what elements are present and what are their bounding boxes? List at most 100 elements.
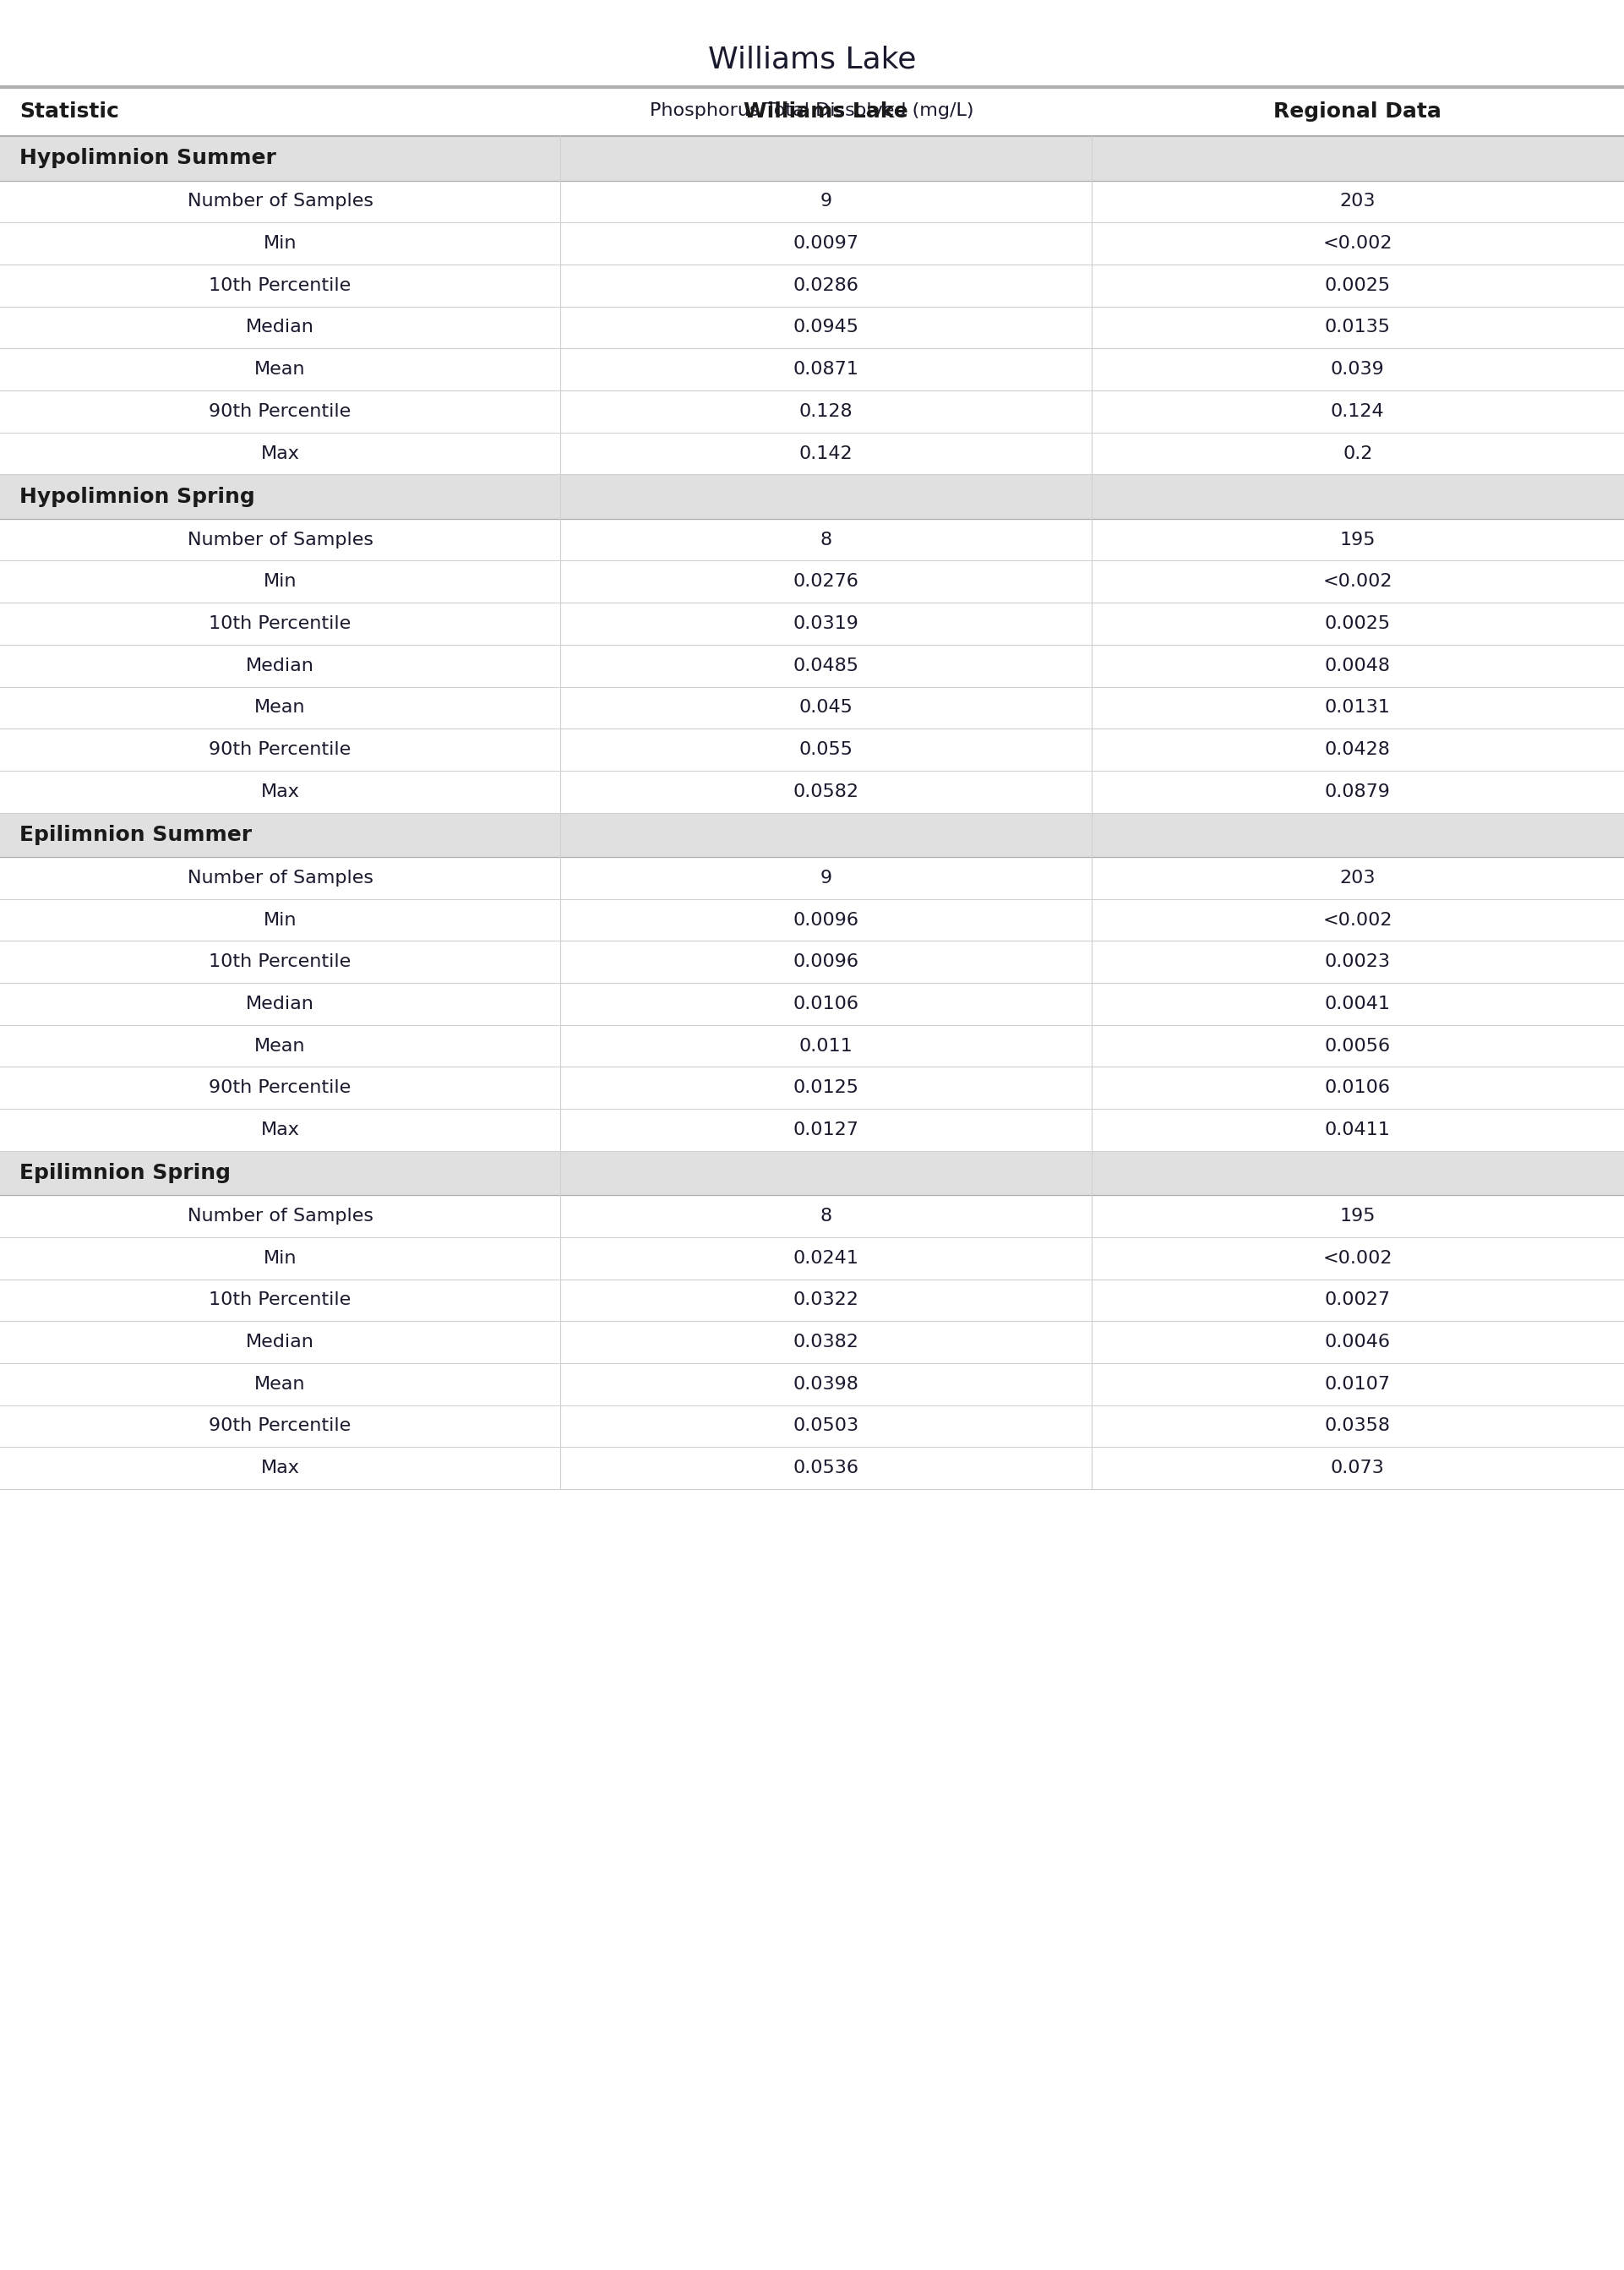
Text: 0.045: 0.045 <box>799 699 853 715</box>
Text: 0.0398: 0.0398 <box>793 1376 859 1392</box>
Text: Epilimnion Summer: Epilimnion Summer <box>19 824 252 844</box>
Text: <0.002: <0.002 <box>1324 913 1392 928</box>
Text: 0.0382: 0.0382 <box>793 1335 859 1351</box>
Text: Min: Min <box>263 1251 297 1267</box>
Bar <box>0 1321 1624 1362</box>
Text: 90th Percentile: 90th Percentile <box>209 1081 351 1096</box>
Text: 0.0485: 0.0485 <box>793 658 859 674</box>
Text: 0.2: 0.2 <box>1343 445 1372 461</box>
Text: 0.011: 0.011 <box>799 1037 853 1053</box>
Text: Max: Max <box>261 445 299 461</box>
Text: 0.0879: 0.0879 <box>1325 783 1390 799</box>
Text: 0.0056: 0.0056 <box>1325 1037 1390 1053</box>
Text: Min: Min <box>263 574 297 590</box>
Text: 0.0276: 0.0276 <box>793 574 859 590</box>
Text: 0.0025: 0.0025 <box>1325 615 1390 631</box>
Text: 10th Percentile: 10th Percentile <box>209 953 351 969</box>
Text: 0.0322: 0.0322 <box>793 1292 859 1308</box>
Text: Williams Lake: Williams Lake <box>744 102 908 123</box>
Text: Max: Max <box>261 1460 299 1476</box>
Text: 8: 8 <box>820 1208 831 1224</box>
Text: Number of Samples: Number of Samples <box>187 193 374 209</box>
Bar <box>0 940 1624 983</box>
Text: 0.0107: 0.0107 <box>1325 1376 1390 1392</box>
Bar <box>0 1278 1624 1321</box>
Bar <box>0 347 1624 390</box>
Bar <box>0 1067 1624 1108</box>
Bar <box>0 813 1624 856</box>
Text: Epilimnion Spring: Epilimnion Spring <box>19 1162 231 1183</box>
Text: 0.0046: 0.0046 <box>1325 1335 1390 1351</box>
Text: 0.0503: 0.0503 <box>793 1419 859 1435</box>
Text: Williams Lake: Williams Lake <box>708 45 916 75</box>
Text: 0.0096: 0.0096 <box>793 913 859 928</box>
Text: Number of Samples: Number of Samples <box>187 531 374 547</box>
Bar <box>0 431 1624 474</box>
Text: 0.0411: 0.0411 <box>1325 1121 1390 1137</box>
Text: 0.128: 0.128 <box>799 404 853 420</box>
Text: 0.039: 0.039 <box>1330 361 1385 377</box>
Bar <box>0 1108 1624 1151</box>
Text: Mean: Mean <box>255 361 305 377</box>
Text: <0.002: <0.002 <box>1324 236 1392 252</box>
Text: 8: 8 <box>820 531 831 547</box>
Text: 10th Percentile: 10th Percentile <box>209 615 351 631</box>
Text: Hypolimnion Spring: Hypolimnion Spring <box>19 486 255 506</box>
Bar <box>0 770 1624 813</box>
Text: 0.0048: 0.0048 <box>1325 658 1390 674</box>
Text: Mean: Mean <box>255 1376 305 1392</box>
Text: 0.0127: 0.0127 <box>793 1121 859 1137</box>
Bar <box>0 390 1624 431</box>
Text: 0.0027: 0.0027 <box>1325 1292 1390 1308</box>
Text: 0.142: 0.142 <box>799 445 853 461</box>
Text: 195: 195 <box>1340 1208 1376 1224</box>
Bar <box>0 263 1624 306</box>
Bar <box>0 222 1624 263</box>
Text: 0.0582: 0.0582 <box>793 783 859 799</box>
Text: Regional Data: Regional Data <box>1273 102 1442 123</box>
Text: 0.124: 0.124 <box>1330 404 1385 420</box>
Text: 90th Percentile: 90th Percentile <box>209 742 351 758</box>
Text: Mean: Mean <box>255 1037 305 1053</box>
Text: 0.0536: 0.0536 <box>793 1460 859 1476</box>
Text: 0.0106: 0.0106 <box>1325 1081 1390 1096</box>
Text: Min: Min <box>263 913 297 928</box>
Text: <0.002: <0.002 <box>1324 1251 1392 1267</box>
Bar <box>0 899 1624 940</box>
Text: 10th Percentile: 10th Percentile <box>209 277 351 293</box>
Text: 10th Percentile: 10th Percentile <box>209 1292 351 1308</box>
Text: 0.0241: 0.0241 <box>793 1251 859 1267</box>
Text: 0.0097: 0.0097 <box>793 236 859 252</box>
Text: 90th Percentile: 90th Percentile <box>209 1419 351 1435</box>
Text: <0.002: <0.002 <box>1324 574 1392 590</box>
Bar <box>0 856 1624 899</box>
Text: 0.0871: 0.0871 <box>793 361 859 377</box>
Text: Number of Samples: Number of Samples <box>187 1208 374 1224</box>
Text: Median: Median <box>245 1335 315 1351</box>
Text: 0.0319: 0.0319 <box>793 615 859 631</box>
Text: Max: Max <box>261 1121 299 1137</box>
Text: 0.0023: 0.0023 <box>1325 953 1390 969</box>
Bar <box>0 1151 1624 1194</box>
Bar <box>0 136 1624 179</box>
Text: 203: 203 <box>1340 193 1376 209</box>
Text: 0.0135: 0.0135 <box>1325 320 1390 336</box>
Text: 0.0106: 0.0106 <box>793 997 859 1012</box>
Bar <box>0 474 1624 518</box>
Bar <box>0 1237 1624 1278</box>
Text: Phosphorus Total Dissolved (mg/L): Phosphorus Total Dissolved (mg/L) <box>650 102 974 118</box>
Text: 0.073: 0.073 <box>1330 1460 1385 1476</box>
Bar <box>0 602 1624 645</box>
Bar <box>0 1446 1624 1489</box>
Bar <box>0 1194 1624 1237</box>
Bar <box>0 179 1624 222</box>
Text: 0.055: 0.055 <box>799 742 853 758</box>
Bar <box>0 1024 1624 1067</box>
Text: Median: Median <box>245 997 315 1012</box>
Text: Min: Min <box>263 236 297 252</box>
Text: 0.0945: 0.0945 <box>793 320 859 336</box>
Text: 0.0125: 0.0125 <box>793 1081 859 1096</box>
Text: 0.0025: 0.0025 <box>1325 277 1390 293</box>
Bar <box>0 645 1624 686</box>
Text: 9: 9 <box>820 869 831 885</box>
